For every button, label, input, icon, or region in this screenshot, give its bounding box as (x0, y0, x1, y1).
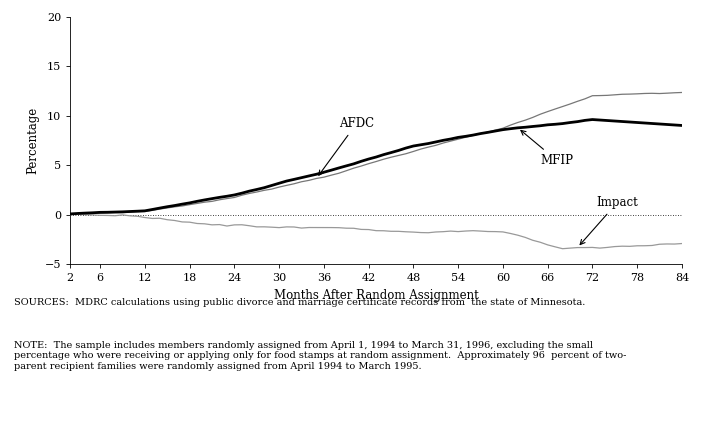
Text: NOTE:  The sample includes members randomly assigned from April 1, 1994 to March: NOTE: The sample includes members random… (14, 341, 626, 371)
Y-axis label: Percentage: Percentage (26, 107, 39, 174)
Text: SOURCES:  MDRC calculations using public divorce and marriage certificate record: SOURCES: MDRC calculations using public … (14, 298, 586, 307)
Text: AFDC: AFDC (318, 117, 374, 175)
X-axis label: Months After Random Assignment: Months After Random Assignment (273, 289, 479, 302)
Text: Impact: Impact (580, 196, 638, 245)
Text: MFIP: MFIP (521, 130, 573, 167)
